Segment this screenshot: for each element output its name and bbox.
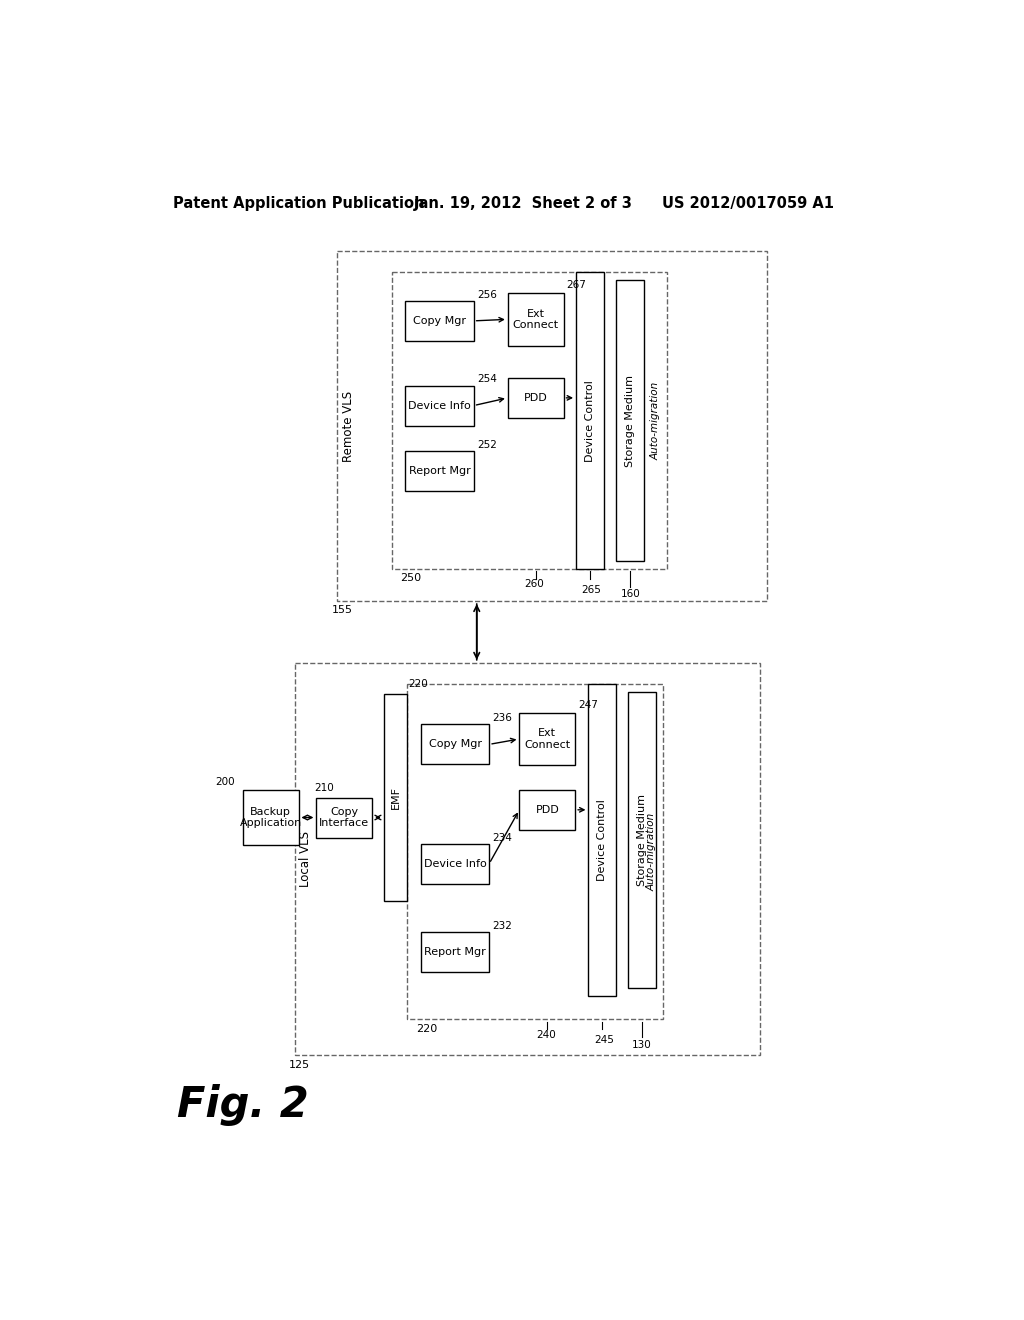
Bar [407, 684, 663, 1019]
Bar [421, 725, 489, 764]
Bar [575, 272, 604, 569]
Text: 250: 250 [400, 573, 422, 583]
Text: 260: 260 [524, 579, 544, 589]
Text: 160: 160 [621, 589, 640, 599]
Text: Device Control: Device Control [597, 800, 607, 882]
Bar [337, 251, 767, 601]
Bar [391, 272, 667, 569]
Text: 267: 267 [566, 280, 587, 290]
Bar [519, 789, 575, 830]
Text: Backup
Application: Backup Application [240, 807, 302, 829]
Text: PDD: PDD [536, 805, 559, 814]
Bar [406, 451, 474, 491]
Bar [406, 385, 474, 425]
Text: Patent Application Publication: Patent Application Publication [173, 195, 424, 211]
Text: 252: 252 [477, 440, 497, 450]
Text: Auto-migration: Auto-migration [651, 381, 660, 459]
Text: 245: 245 [594, 1035, 613, 1045]
Text: 236: 236 [493, 713, 512, 723]
Bar [243, 789, 299, 845]
Text: Device Info: Device Info [409, 400, 471, 411]
Text: Ext
Connect: Ext Connect [524, 729, 570, 750]
Bar [519, 713, 575, 766]
Bar [316, 797, 372, 837]
Text: 265: 265 [582, 585, 601, 594]
Text: 232: 232 [493, 921, 512, 931]
Text: US 2012/0017059 A1: US 2012/0017059 A1 [662, 195, 834, 211]
Text: 200: 200 [215, 777, 234, 787]
Text: EMF: EMF [390, 785, 400, 809]
Text: Fig. 2: Fig. 2 [177, 1085, 308, 1126]
Text: Report Mgr: Report Mgr [409, 466, 470, 477]
Text: Copy
Interface: Copy Interface [319, 807, 370, 829]
Text: Remote VLS: Remote VLS [342, 391, 354, 462]
Bar [421, 932, 489, 973]
Text: 254: 254 [477, 375, 497, 384]
Bar [508, 293, 563, 346]
Text: 155: 155 [332, 606, 352, 615]
Text: PDD: PDD [523, 393, 548, 403]
Text: Local VLS: Local VLS [299, 832, 312, 887]
Text: Jan. 19, 2012  Sheet 2 of 3: Jan. 19, 2012 Sheet 2 of 3 [414, 195, 633, 211]
Text: Report Mgr: Report Mgr [424, 948, 486, 957]
Bar [384, 693, 407, 902]
Text: 234: 234 [493, 833, 512, 842]
Bar [508, 378, 563, 418]
Bar [628, 692, 655, 989]
Text: 247: 247 [579, 700, 598, 710]
Text: 220: 220 [409, 680, 428, 689]
Bar [589, 684, 616, 997]
Bar [421, 843, 489, 884]
Text: Device Control: Device Control [585, 380, 595, 462]
Text: 210: 210 [314, 783, 334, 793]
Text: 125: 125 [289, 1060, 310, 1069]
Text: 240: 240 [536, 1030, 556, 1040]
Text: Auto-migration: Auto-migration [647, 813, 657, 891]
Text: 130: 130 [632, 1040, 651, 1049]
Bar [406, 301, 474, 341]
Text: Storage Medium: Storage Medium [637, 795, 647, 886]
Text: Copy Mgr: Copy Mgr [413, 315, 466, 326]
Text: Copy Mgr: Copy Mgr [429, 739, 481, 750]
Text: 256: 256 [477, 289, 497, 300]
Text: Ext
Connect: Ext Connect [513, 309, 559, 330]
Text: Device Info: Device Info [424, 859, 486, 869]
Text: 220: 220 [416, 1023, 437, 1034]
Bar [616, 280, 644, 561]
Text: Storage Medium: Storage Medium [626, 375, 635, 466]
Bar [295, 663, 760, 1056]
